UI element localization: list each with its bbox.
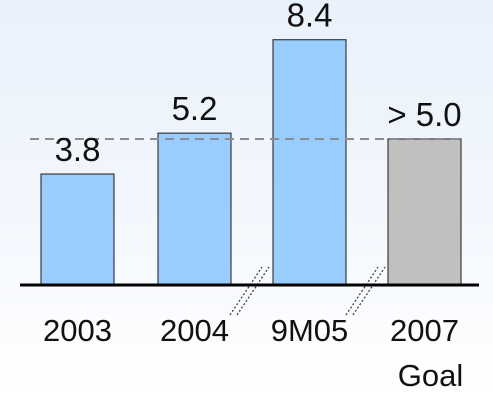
value-label-2004: 5.2 bbox=[172, 90, 218, 127]
x-tick-label-2004: 2004 bbox=[160, 313, 229, 348]
value-label-2003: 3.8 bbox=[55, 131, 101, 168]
value-label-2007: > 5.0 bbox=[387, 96, 461, 133]
x-tick-label-9m05: 9M05 bbox=[271, 313, 349, 348]
x-tick-label-2007: 2007 bbox=[390, 313, 459, 348]
bar-9m05 bbox=[272, 39, 347, 286]
x-tick-sublabel-2007: Goal bbox=[398, 358, 463, 393]
x-tick-label-2003: 2003 bbox=[43, 313, 112, 348]
axis-break-marker-2 bbox=[345, 266, 386, 316]
bar-2003 bbox=[40, 173, 115, 286]
bars-layer bbox=[40, 39, 462, 286]
axis-break-marker-1 bbox=[229, 266, 270, 316]
axis-breaks bbox=[229, 266, 386, 316]
value-label-9m05: 8.4 bbox=[287, 0, 333, 34]
bar-2004 bbox=[157, 132, 232, 286]
bar-2007 bbox=[387, 138, 462, 286]
labels-layer: 3.8 2003 5.2 2004 8.4 9M05 > 5.0 2007 Goal bbox=[43, 0, 463, 393]
